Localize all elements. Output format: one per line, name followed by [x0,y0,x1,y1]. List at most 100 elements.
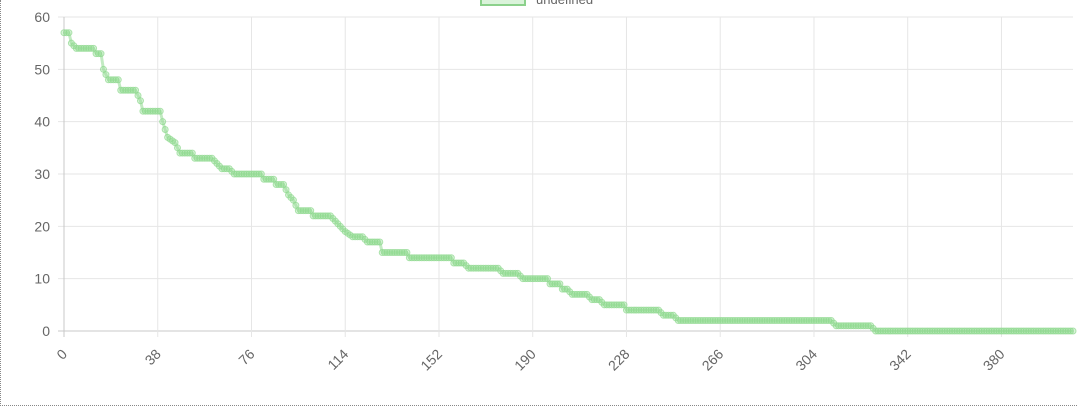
data-point[interactable] [363,238,371,246]
data-point[interactable] [891,327,899,335]
data-point[interactable] [768,317,776,325]
data-point[interactable] [233,170,241,178]
data-point[interactable] [262,175,270,183]
data-point[interactable] [882,327,890,335]
data-point[interactable] [753,317,761,325]
data-point[interactable] [714,317,722,325]
data-point[interactable] [941,327,949,335]
data-point[interactable] [625,306,633,314]
data-point[interactable] [956,327,964,335]
data-point[interactable] [879,327,887,335]
data-point[interactable] [245,170,253,178]
data-point[interactable] [635,306,643,314]
data-point[interactable] [104,76,112,84]
data-point[interactable] [319,212,327,220]
data-point[interactable] [608,301,616,309]
data-point[interactable] [600,301,608,309]
data-point[interactable] [904,327,912,335]
data-point[interactable] [366,238,374,246]
data-point[interactable] [733,317,741,325]
data-point[interactable] [504,269,512,277]
data-point[interactable] [783,317,791,325]
data-point[interactable] [946,327,954,335]
data-point[interactable] [218,165,226,173]
data-point[interactable] [193,154,201,162]
data-point[interactable] [679,317,687,325]
data-point[interactable] [763,317,771,325]
data-point[interactable] [1010,327,1018,335]
data-point[interactable] [743,317,751,325]
data-point[interactable] [127,86,135,94]
data-point[interactable] [983,327,991,335]
data-point[interactable] [507,269,515,277]
data-point[interactable] [455,259,463,267]
data-point[interactable] [808,317,815,325]
data-point[interactable] [87,44,95,52]
data-point[interactable] [92,50,100,58]
data-point[interactable] [770,317,778,325]
data-point[interactable] [980,327,988,335]
data-point[interactable] [576,290,584,298]
data-point[interactable] [482,264,490,272]
data-point[interactable] [840,322,848,330]
data-point[interactable] [558,285,566,293]
data-point[interactable] [889,327,897,335]
data-point[interactable] [1064,327,1072,335]
data-point[interactable] [1022,327,1030,335]
data-point[interactable] [267,175,275,183]
data-point[interactable] [435,254,443,262]
data-point[interactable] [805,317,813,325]
data-point[interactable] [938,327,946,335]
data-point[interactable] [467,264,475,272]
data-point[interactable] [640,306,648,314]
data-point[interactable] [835,322,843,330]
data-point[interactable] [393,249,401,256]
data-point[interactable] [220,165,228,173]
data-point[interactable] [317,212,325,220]
data-point[interactable] [914,327,922,335]
data-point[interactable] [842,322,850,330]
data-point[interactable] [711,317,719,325]
data-point[interactable] [766,317,774,325]
data-point[interactable] [933,327,941,335]
data-point[interactable] [706,317,714,325]
data-point[interactable] [650,306,658,314]
data-point[interactable] [1007,327,1015,335]
data-point[interactable] [729,317,737,325]
data-point[interactable] [77,44,85,52]
data-point[interactable] [201,154,209,162]
data-point[interactable] [509,269,517,277]
data-point[interactable] [968,327,976,335]
data-point[interactable] [302,207,310,215]
data-point[interactable] [499,269,507,277]
data-point[interactable] [810,317,818,325]
data-point[interactable] [1067,327,1075,335]
data-point[interactable] [349,233,357,241]
data-point[interactable] [252,170,260,178]
data-point[interactable] [758,317,766,325]
data-point[interactable] [314,212,322,220]
data-point[interactable] [687,317,695,325]
data-point[interactable] [524,275,532,283]
data-point[interactable] [699,317,707,325]
data-point[interactable] [440,254,448,262]
data-point[interactable] [859,322,867,330]
data-point[interactable] [531,275,539,283]
data-point[interactable] [474,264,482,272]
data-point[interactable] [936,327,944,335]
data-point[interactable] [573,290,581,298]
data-point[interactable] [391,249,399,256]
data-point[interactable] [191,154,199,162]
data-point[interactable] [716,317,724,325]
data-point[interactable] [909,327,917,335]
data-point[interactable] [521,275,529,283]
data-point[interactable] [442,254,450,262]
data-point[interactable] [551,280,559,288]
data-point[interactable] [149,107,157,115]
data-point[interactable] [159,118,167,126]
data-point[interactable] [736,317,744,325]
data-point[interactable] [571,290,579,298]
data-point[interactable] [923,327,931,335]
data-point[interactable] [1030,327,1038,335]
data-point[interactable] [993,327,1001,335]
